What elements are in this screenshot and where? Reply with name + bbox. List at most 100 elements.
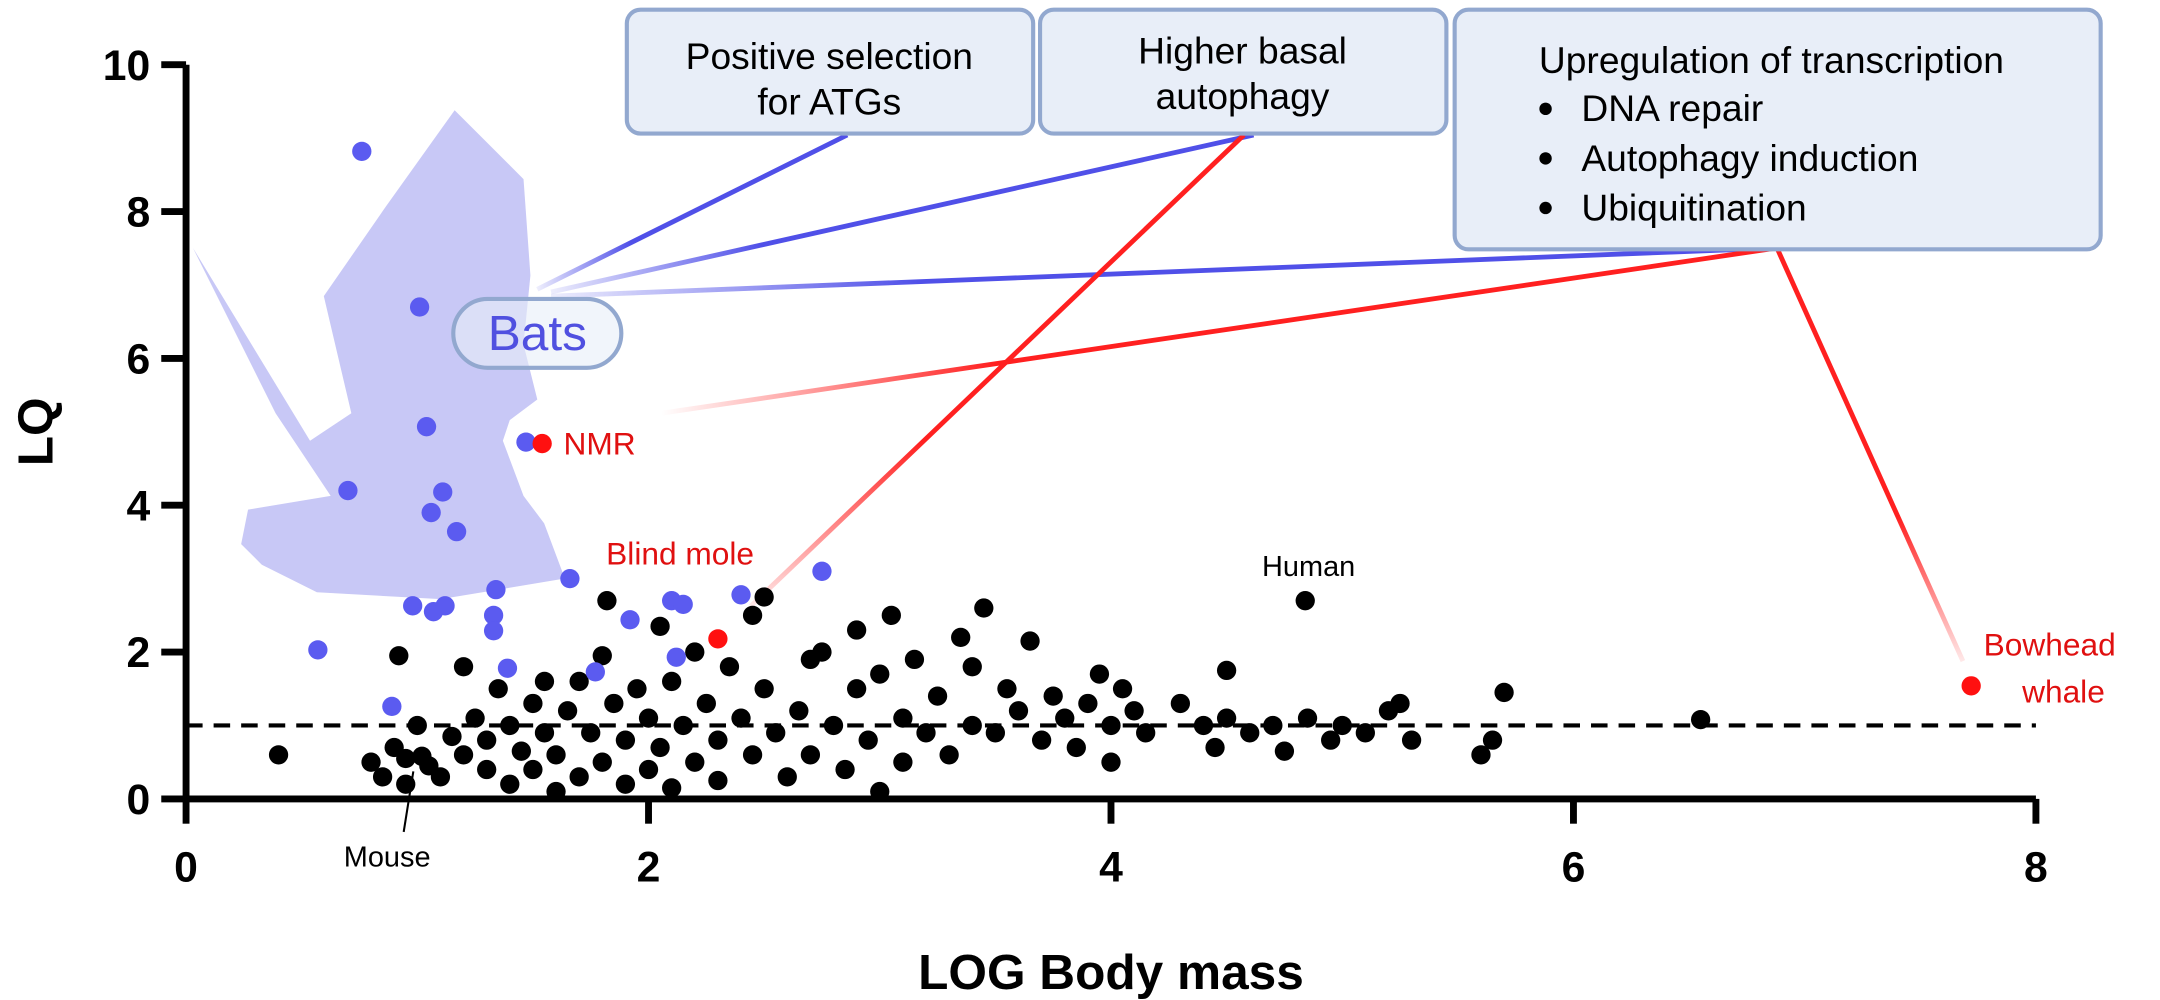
point [361, 752, 381, 772]
point [372, 767, 393, 787]
box-text: Higher basal [1138, 29, 1347, 71]
point [754, 679, 774, 699]
point [916, 723, 936, 743]
y-tick-label: 8 [126, 189, 150, 237]
point [516, 432, 536, 452]
point [1043, 686, 1063, 706]
point [488, 679, 508, 699]
point [685, 642, 705, 662]
point [430, 767, 451, 787]
y-tick-label: 4 [126, 482, 150, 530]
point [939, 745, 959, 765]
point [1066, 737, 1086, 758]
point [407, 715, 427, 736]
point [846, 679, 867, 699]
point [523, 693, 543, 714]
point [893, 708, 913, 728]
point [777, 767, 797, 787]
point [446, 522, 467, 542]
point [597, 591, 617, 611]
point [1020, 631, 1040, 651]
point [308, 640, 328, 660]
point [1297, 708, 1318, 728]
point [569, 671, 589, 692]
point [403, 596, 423, 616]
box-item: Autophagy induction [1581, 137, 1918, 179]
point [985, 723, 1006, 743]
point [433, 482, 453, 502]
box [624, 7, 1036, 136]
point [534, 671, 555, 692]
point [951, 627, 971, 648]
annotation: Blind mole [606, 536, 754, 572]
point [442, 726, 462, 747]
box [1037, 7, 1449, 136]
annotation: whale [2021, 673, 2105, 709]
point [754, 587, 774, 607]
point [1078, 693, 1098, 714]
point [338, 480, 358, 501]
box-text: Positive selection [686, 35, 973, 77]
annotation: Bats [488, 305, 587, 361]
point [1205, 737, 1225, 758]
point [532, 433, 552, 454]
point [870, 664, 890, 684]
point [812, 561, 832, 581]
connectors [536, 132, 1966, 663]
point [389, 646, 409, 666]
point [673, 594, 693, 614]
point [569, 767, 589, 787]
point [1216, 660, 1237, 681]
point [1274, 741, 1295, 761]
point [881, 605, 901, 625]
point [846, 620, 867, 640]
point [477, 759, 497, 780]
annotation: Mouse [344, 841, 431, 873]
point [396, 748, 416, 769]
box-item: DNA repair [1581, 87, 1763, 129]
point [1482, 730, 1503, 750]
point [592, 752, 612, 772]
y-tick-label: 6 [126, 336, 150, 384]
point [1112, 679, 1133, 699]
point [708, 770, 728, 791]
point [1401, 730, 1422, 750]
point [581, 723, 601, 743]
point [1390, 693, 1410, 714]
point [835, 759, 855, 780]
point [1101, 752, 1121, 772]
point [500, 774, 520, 794]
point [731, 708, 751, 728]
point [893, 752, 913, 772]
point [858, 730, 878, 750]
y-tick-label: 2 [126, 629, 150, 677]
point [823, 715, 844, 736]
point [486, 580, 506, 600]
point [412, 746, 432, 766]
point [497, 658, 518, 678]
annotation: Human [1262, 551, 1355, 583]
point [1321, 730, 1341, 750]
y-tick-label: 0 [126, 776, 150, 824]
bats-pill [451, 296, 624, 370]
point [421, 502, 441, 523]
point [534, 723, 555, 743]
point [974, 598, 994, 618]
bullet [1539, 102, 1552, 116]
point [1295, 591, 1315, 611]
point [662, 671, 682, 692]
box [1452, 7, 2103, 252]
x-tick-label: 8 [2024, 844, 2048, 892]
point [1101, 715, 1121, 736]
point [627, 679, 647, 699]
point [673, 715, 693, 736]
bat-silhouette [192, 110, 565, 600]
point [592, 646, 612, 666]
point [789, 701, 809, 721]
point [1216, 708, 1237, 728]
point [1136, 723, 1156, 743]
point [708, 730, 728, 750]
point [1355, 723, 1375, 743]
point [962, 715, 982, 736]
point [409, 297, 430, 317]
